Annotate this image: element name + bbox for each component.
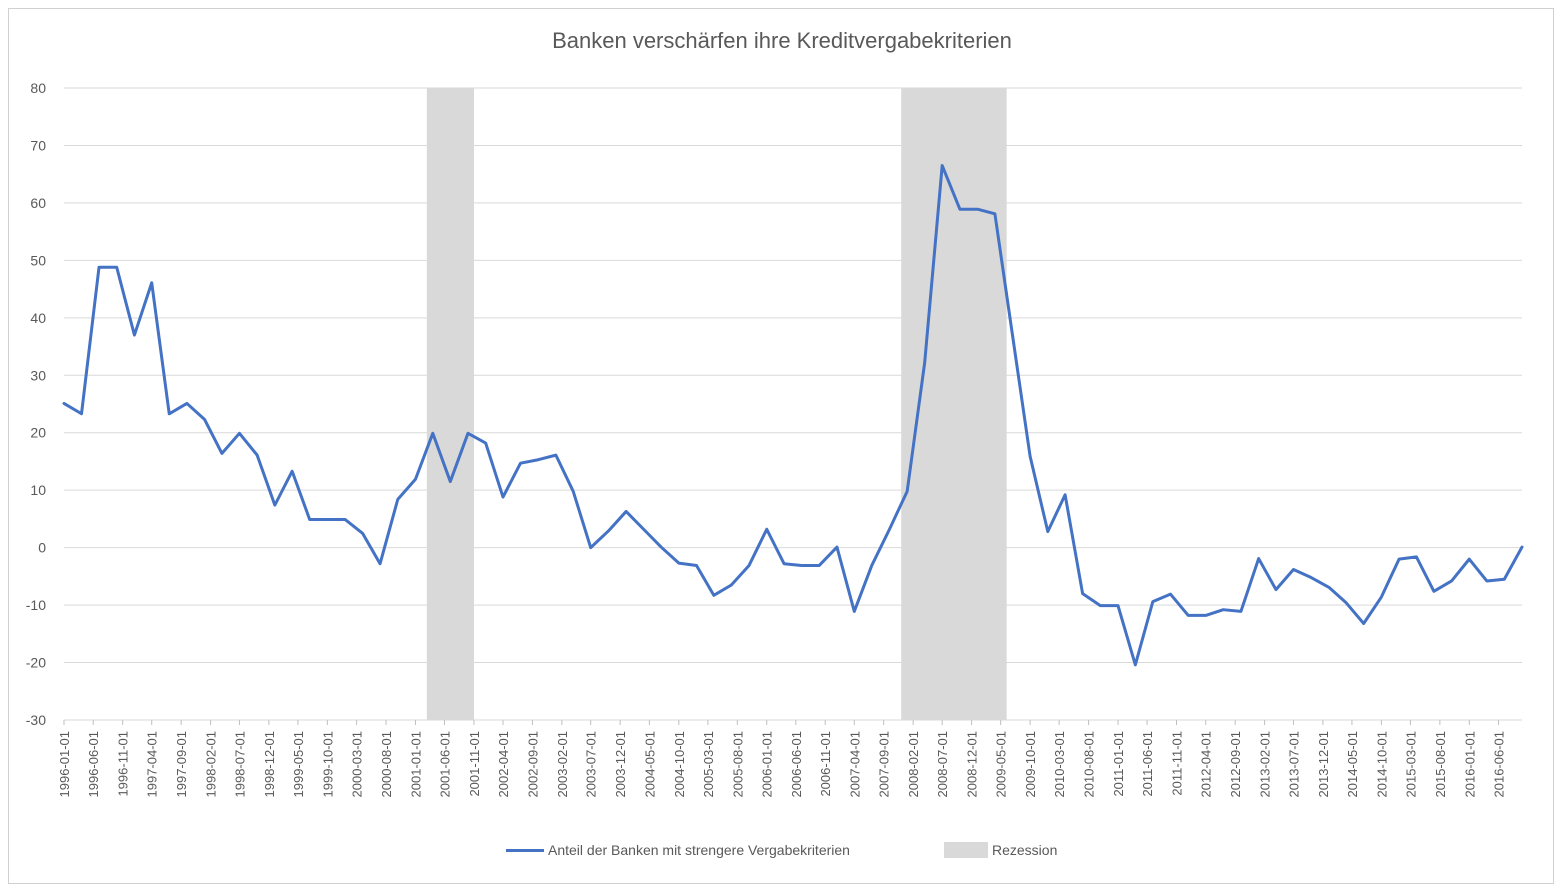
x-tick-label: 2002-09-01 <box>525 731 540 798</box>
x-tick-label: 2012-09-01 <box>1228 731 1243 798</box>
x-tick-label: 1998-07-01 <box>232 731 247 798</box>
y-tick-label: 30 <box>30 367 46 383</box>
x-tick-label: 2000-03-01 <box>350 731 365 798</box>
legend-area-swatch <box>944 842 988 858</box>
x-tick-label: 2012-04-01 <box>1199 731 1214 798</box>
x-tick-label: 1999-05-01 <box>291 731 306 798</box>
x-tick-label: 1996-01-01 <box>57 731 72 798</box>
y-tick-label: 50 <box>30 252 46 268</box>
x-tick-label: 1997-09-01 <box>174 731 189 798</box>
x-tick-label: 2015-03-01 <box>1403 731 1418 798</box>
series-lines <box>62 164 1524 667</box>
y-tick-label: 10 <box>30 482 46 498</box>
x-tick-label: 2001-11-01 <box>467 731 482 797</box>
legend-label-recession: Rezession <box>992 842 1058 858</box>
x-tick-label: 2000-08-01 <box>379 731 394 798</box>
x-tick-label: 2013-02-01 <box>1258 731 1273 798</box>
y-tick-label: -10 <box>26 597 46 613</box>
x-tick-label: 1996-06-01 <box>86 731 101 798</box>
y-tick-label: -30 <box>26 712 46 728</box>
x-tick-label: 2004-10-01 <box>672 731 687 798</box>
y-tick-label: 0 <box>38 540 46 556</box>
x-tick-label: 2011-01-01 <box>1111 731 1126 797</box>
x-tick-label: 2014-05-01 <box>1345 731 1360 798</box>
x-tick-label: 2003-07-01 <box>584 731 599 798</box>
x-tick-label: 2013-12-01 <box>1316 731 1331 798</box>
x-tick-label: 2004-05-01 <box>642 731 657 798</box>
legend: Anteil der Banken mit strengere Vergabek… <box>0 842 1564 862</box>
recession-band-2 <box>901 88 1007 720</box>
recession-bands <box>426 88 1007 720</box>
x-tick-label: 2001-01-01 <box>408 731 423 798</box>
x-axis-ticks: 1996-01-01 1996-06-01 1996-11-01 1997-04-01… <box>57 720 1507 798</box>
x-tick-label: 2011-11-01 <box>1169 731 1184 796</box>
x-tick-label: 2009-05-01 <box>994 731 1009 798</box>
y-tick-label: 60 <box>30 195 46 211</box>
x-tick-label: 2003-12-01 <box>613 731 628 798</box>
chart-title: Banken verschärfen ihre Kreditvergabekri… <box>552 28 1012 53</box>
x-tick-label: 2007-09-01 <box>877 731 892 798</box>
legend-line-swatch <box>506 848 544 852</box>
x-tick-label: 1996-11-01 <box>116 731 131 797</box>
x-tick-label: 2002-04-01 <box>496 731 511 798</box>
x-tick-label: 2005-03-01 <box>701 731 716 798</box>
x-tick-label: 2016-06-01 <box>1492 731 1507 798</box>
x-tick-label: 2013-07-01 <box>1286 731 1301 798</box>
x-tick-label: 2015-08-01 <box>1433 731 1448 798</box>
x-tick-label: 1998-02-01 <box>204 731 219 798</box>
x-tick-label: 2016-01-01 <box>1462 731 1477 798</box>
x-tick-label: 1997-04-01 <box>145 731 160 798</box>
x-tick-label: 2006-01-01 <box>760 731 775 798</box>
legend-item-line: Anteil der Banken mit strengere Vergabek… <box>506 842 850 858</box>
x-tick-label: 1999-10-01 <box>320 731 335 798</box>
x-tick-label: 2001-06-01 <box>438 731 453 798</box>
x-tick-label: 2011-06-01 <box>1140 731 1155 797</box>
x-tick-label: 2006-11-01 <box>818 731 833 797</box>
x-tick-label: 2007-04-01 <box>847 731 862 798</box>
y-tick-label: 70 <box>30 137 46 153</box>
recession-band-1 <box>426 88 474 720</box>
y-tick-label: 40 <box>30 310 46 326</box>
gridlines <box>64 87 1522 721</box>
x-tick-label: 2014-10-01 <box>1374 731 1389 798</box>
x-tick-label: 2008-12-01 <box>965 731 980 798</box>
y-tick-label: -20 <box>26 655 46 671</box>
chart-frame <box>8 8 1554 884</box>
x-tick-label: 2005-08-01 <box>730 731 745 798</box>
y-axis-ticks: 80 70 60 50 40 30 20 10 0 -10 -20 -30 <box>26 80 46 728</box>
x-tick-label: 2010-08-01 <box>1082 731 1097 798</box>
y-tick-label: 20 <box>30 425 46 441</box>
legend-label-line: Anteil der Banken mit strengere Vergabek… <box>548 842 850 858</box>
x-tick-label: 2008-02-01 <box>906 731 921 798</box>
x-tick-label: 1998-12-01 <box>262 731 277 798</box>
x-tick-label: 2009-10-01 <box>1023 731 1038 798</box>
x-tick-label: 2010-03-01 <box>1052 731 1067 798</box>
series-line-1 <box>62 164 1524 667</box>
x-tick-label: 2006-06-01 <box>789 731 804 798</box>
y-tick-label: 80 <box>30 80 46 96</box>
x-tick-label: 2003-02-01 <box>555 731 570 798</box>
x-tick-label: 2008-07-01 <box>935 731 950 798</box>
legend-item-recession: Rezession <box>944 842 1057 858</box>
